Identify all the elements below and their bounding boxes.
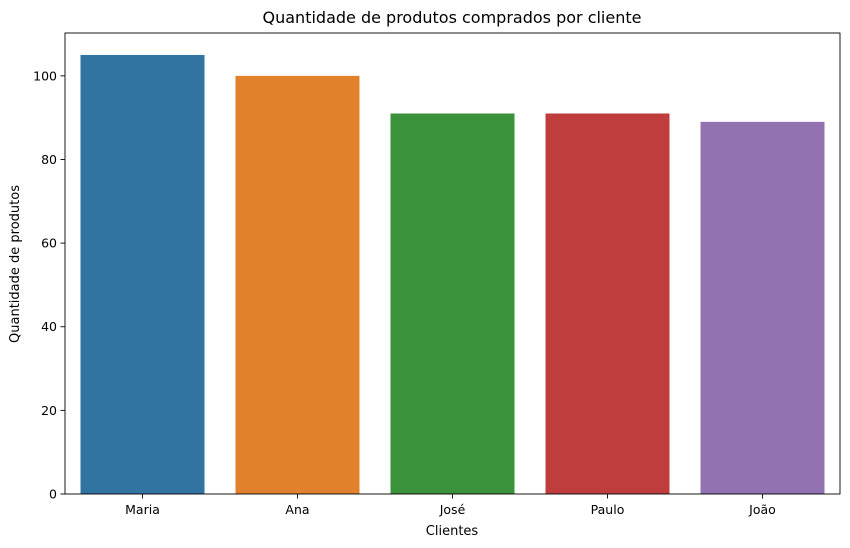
x-tick-label-2: José (439, 502, 466, 517)
x-tick-label-0: Maria (125, 502, 160, 517)
x-tick-label-3: Paulo (591, 502, 625, 517)
x-tick-label-4: João (748, 502, 776, 517)
bar-3 (545, 113, 670, 494)
chart-title: Quantidade de produtos comprados por cli… (263, 8, 642, 27)
bar-1 (235, 75, 360, 495)
y-tick-label-2: 40 (41, 319, 57, 334)
y-tick-label-1: 20 (41, 403, 57, 418)
bar-0 (80, 54, 205, 494)
bars-group (80, 54, 825, 495)
x-tick-label-1: Ana (285, 502, 309, 517)
y-axis-ticks: 0 20 40 60 80 100 (33, 68, 65, 502)
bar-2 (390, 113, 515, 494)
x-axis-ticks: Maria Ana José Paulo João (125, 494, 776, 517)
x-axis-label: Clientes (426, 524, 479, 539)
y-tick-label-5: 100 (33, 68, 57, 83)
y-tick-label-0: 0 (49, 487, 57, 502)
bar-4 (700, 121, 825, 495)
y-tick-label-3: 60 (41, 236, 57, 251)
plot-frame (64, 32, 841, 495)
y-axis-label: Quantidade de produtos (8, 185, 23, 343)
y-tick-label-4: 80 (41, 152, 57, 167)
